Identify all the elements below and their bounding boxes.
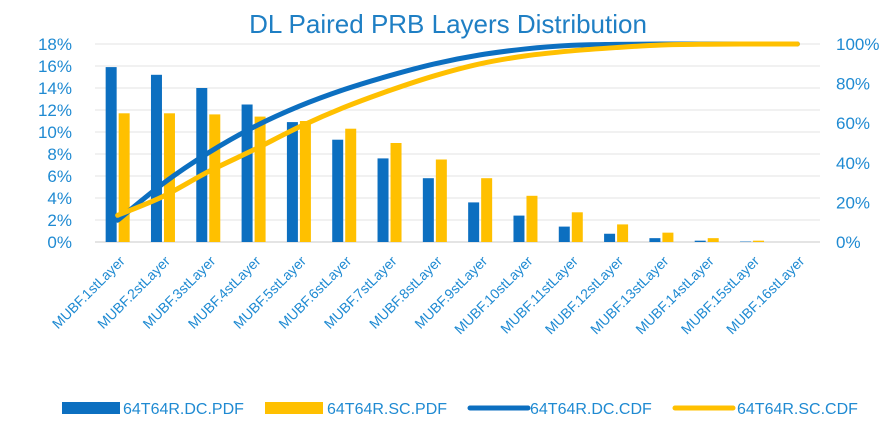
bar-64t64r-dc-pdf — [105, 67, 117, 242]
bar-64t64r-sc-pdf — [481, 178, 493, 242]
bar-64t64r-sc-pdf — [299, 121, 311, 242]
bar-64t64r-sc-pdf — [571, 212, 583, 242]
bar-64t64r-dc-pdf — [150, 74, 162, 242]
category-label: MUBF.16stLayer — [723, 253, 808, 338]
legend-label: 64T64R.SC.CDF — [737, 401, 858, 418]
bar-64t64r-dc-pdf — [286, 122, 298, 242]
bar-64t64r-sc-pdf — [345, 128, 357, 242]
left-tick-label: 2% — [47, 211, 72, 230]
legend-swatch — [265, 402, 323, 414]
category-label: MUBF.15stLayer — [678, 253, 763, 338]
line-64t64r-sc-cdf — [115, 41, 800, 218]
left-tick-label: 8% — [47, 145, 72, 164]
bar-64t64r-dc-pdf — [196, 88, 208, 242]
right-tick-label: 100% — [836, 35, 879, 54]
left-tick-label: 18% — [38, 35, 72, 54]
left-axis-ticks: 0% 2% 4% 6% 8% 10% 12% 14% 16% 18% — [38, 35, 72, 252]
right-tick-label: 60% — [836, 114, 870, 133]
bar-64t64r-sc-pdf — [707, 238, 719, 242]
chart-title: DL Paired PRB Layers Distribution — [249, 9, 647, 39]
left-tick-label: 0% — [47, 233, 72, 252]
bar-64t64r-dc-pdf — [468, 202, 480, 242]
category-label: MUBF.13stLayer — [587, 253, 672, 338]
bar-64t64r-dc-pdf — [694, 240, 706, 242]
bar-64t64r-sc-pdf — [209, 114, 221, 242]
left-tick-label: 6% — [47, 167, 72, 186]
bar-64t64r-sc-pdf — [118, 113, 130, 242]
left-tick-label: 14% — [38, 79, 72, 98]
bar-64t64r-sc-pdf — [254, 116, 266, 242]
category-label: MUBF.10stLayer — [451, 253, 536, 338]
bar-64t64r-dc-pdf — [422, 178, 434, 242]
bar-series — [105, 67, 765, 242]
category-label: MUBF.12stLayer — [542, 253, 627, 338]
line-series — [115, 41, 800, 223]
right-tick-label: 40% — [836, 154, 870, 173]
left-tick-label: 4% — [47, 189, 72, 208]
category-axis-labels: MUBF.1stLayerMUBF.2stLayerMUBF.3stLayerM… — [49, 253, 808, 338]
category-label: MUBF.14stLayer — [632, 253, 717, 338]
legend-label: 64T64R.DC.CDF — [530, 401, 652, 418]
category-label: MUBF.11stLayer — [497, 253, 581, 337]
legend: 64T64R.DC.PDF 64T64R.SC.PDF 64T64R.DC.CDF 6… — [62, 401, 858, 418]
left-tick-label: 10% — [38, 123, 72, 142]
bar-64t64r-dc-pdf — [558, 226, 570, 242]
bar-64t64r-dc-pdf — [377, 158, 389, 242]
left-tick-label: 16% — [38, 57, 72, 76]
legend-swatch — [62, 402, 120, 414]
bar-64t64r-dc-pdf — [513, 215, 525, 242]
bar-64t64r-dc-pdf — [604, 233, 616, 242]
legend-label: 64T64R.SC.PDF — [327, 401, 447, 418]
bar-64t64r-sc-pdf — [617, 224, 629, 242]
bar-64t64r-dc-pdf — [241, 104, 253, 242]
bar-64t64r-sc-pdf — [662, 232, 674, 242]
bar-64t64r-sc-pdf — [390, 143, 402, 242]
bar-64t64r-dc-pdf — [332, 139, 344, 242]
right-axis-ticks: 0% 20% 40% 60% 80% 100% — [836, 35, 879, 252]
bar-64t64r-dc-pdf — [649, 238, 661, 242]
bar-64t64r-sc-pdf — [753, 240, 765, 242]
right-tick-label: 0% — [836, 233, 861, 252]
bar-64t64r-sc-pdf — [526, 195, 538, 242]
left-tick-label: 12% — [38, 101, 72, 120]
right-tick-label: 20% — [836, 193, 870, 212]
legend-label: 64T64R.DC.PDF — [123, 401, 244, 418]
bar-64t64r-sc-pdf — [435, 159, 447, 242]
right-tick-label: 80% — [836, 75, 870, 94]
